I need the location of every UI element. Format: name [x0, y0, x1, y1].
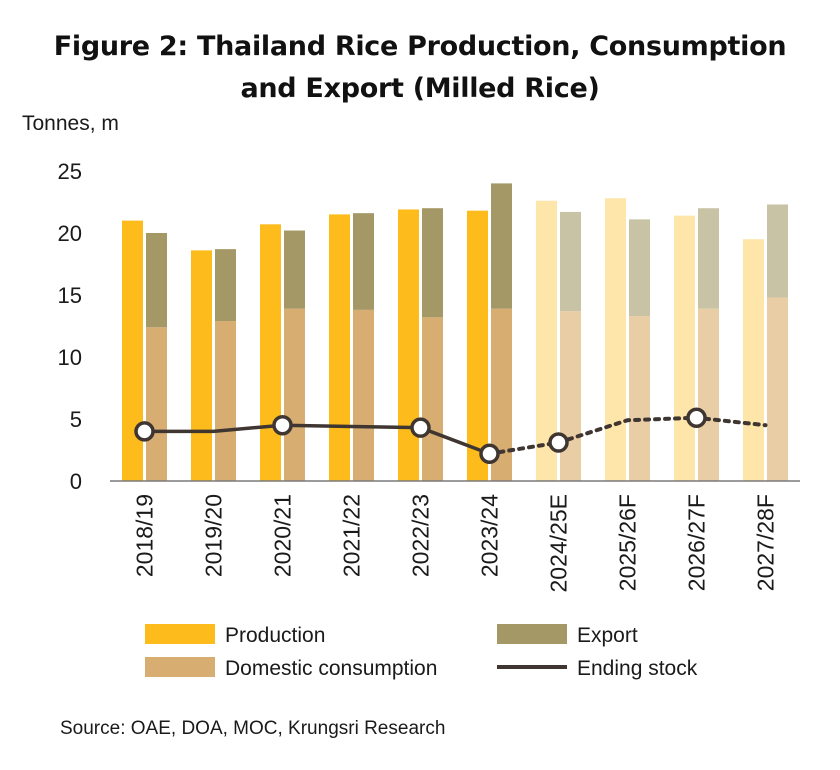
ending-stock-marker [272, 414, 293, 436]
production-bar [329, 214, 350, 481]
x-tick-label: 2019/20 [201, 494, 227, 577]
ending-stock-marker [410, 417, 431, 438]
export-bar [491, 183, 512, 309]
export-bar [767, 204, 788, 298]
legend-label: Domestic consumption [225, 657, 437, 680]
source-note: Source: OAE, DOA, MOC, Krungsri Research [60, 718, 446, 739]
consumption-bar [422, 317, 443, 481]
ending-stock-marker [548, 432, 569, 453]
x-tick-label: 2027/28F [753, 494, 779, 591]
y-tick-label: 5 [70, 407, 82, 432]
consumption-bar [560, 311, 581, 481]
export-bar [560, 211, 581, 312]
production-bar [467, 210, 488, 481]
export-bar [629, 219, 650, 317]
x-tick-label: 2025/26F [615, 494, 641, 591]
production-bar [743, 239, 764, 481]
y-axis-unit-label: Tonnes, m [22, 112, 119, 135]
consumption-bar [629, 316, 650, 481]
x-tick-label: 2021/22 [339, 494, 365, 577]
export-bar [698, 208, 719, 309]
x-tick-label: 2026/27F [684, 494, 710, 591]
production-bar [122, 220, 143, 481]
x-tick-label: 2018/19 [132, 494, 158, 577]
x-tick-label: 2022/23 [408, 494, 434, 577]
production-bar [191, 250, 212, 481]
y-tick-label: 10 [58, 345, 82, 370]
legend-swatch [145, 657, 215, 677]
y-tick-label: 15 [58, 283, 82, 308]
legend-swatch [145, 624, 215, 644]
x-tick-label: 2020/21 [270, 494, 296, 577]
y-tick-label: 0 [70, 469, 82, 494]
ending-stock-forecast-line [487, 415, 768, 456]
y-tick-label: 25 [58, 159, 82, 184]
x-tick-label: 2023/24 [477, 494, 503, 577]
chart-title-line-1: Figure 2: Thailand Rice Production, Cons… [53, 31, 787, 62]
legend-label: Ending stock [577, 657, 698, 680]
y-tick-label: 20 [58, 221, 82, 246]
export-bar [146, 233, 167, 328]
x-tick-label: 2024/25E [546, 494, 572, 592]
consumption-bar [491, 308, 512, 481]
ending-stock-marker [479, 443, 500, 464]
consumption-bar [146, 327, 167, 481]
chart-title: Figure 2: Thailand Rice Production, Cons… [0, 26, 840, 110]
consumption-bar [767, 297, 788, 481]
consumption-bar [698, 308, 719, 481]
legend-swatch [497, 624, 567, 644]
production-bar [260, 224, 281, 481]
legend-label: Production [225, 624, 325, 647]
export-bar [284, 230, 305, 309]
consumption-bar [215, 321, 236, 481]
ending-stock-marker [686, 407, 707, 429]
production-bar [398, 209, 419, 481]
export-bar [422, 208, 443, 318]
chart-title-line-2: and Export (Milled Rice) [240, 73, 600, 104]
production-bar [605, 198, 626, 481]
export-bar [353, 213, 374, 310]
production-bar [674, 215, 695, 481]
ending-stock-marker [134, 421, 155, 442]
consumption-bar [284, 308, 305, 481]
legend-label: Export [577, 624, 638, 647]
ending-stock-line [144, 423, 491, 456]
production-bar [536, 200, 557, 481]
chart-plot-area: 0 5 10 15 20 25 2018/19 2019/20 2020/21 2021/22 20… [58, 159, 800, 680]
export-bar [215, 249, 236, 322]
consumption-bar [353, 309, 374, 481]
